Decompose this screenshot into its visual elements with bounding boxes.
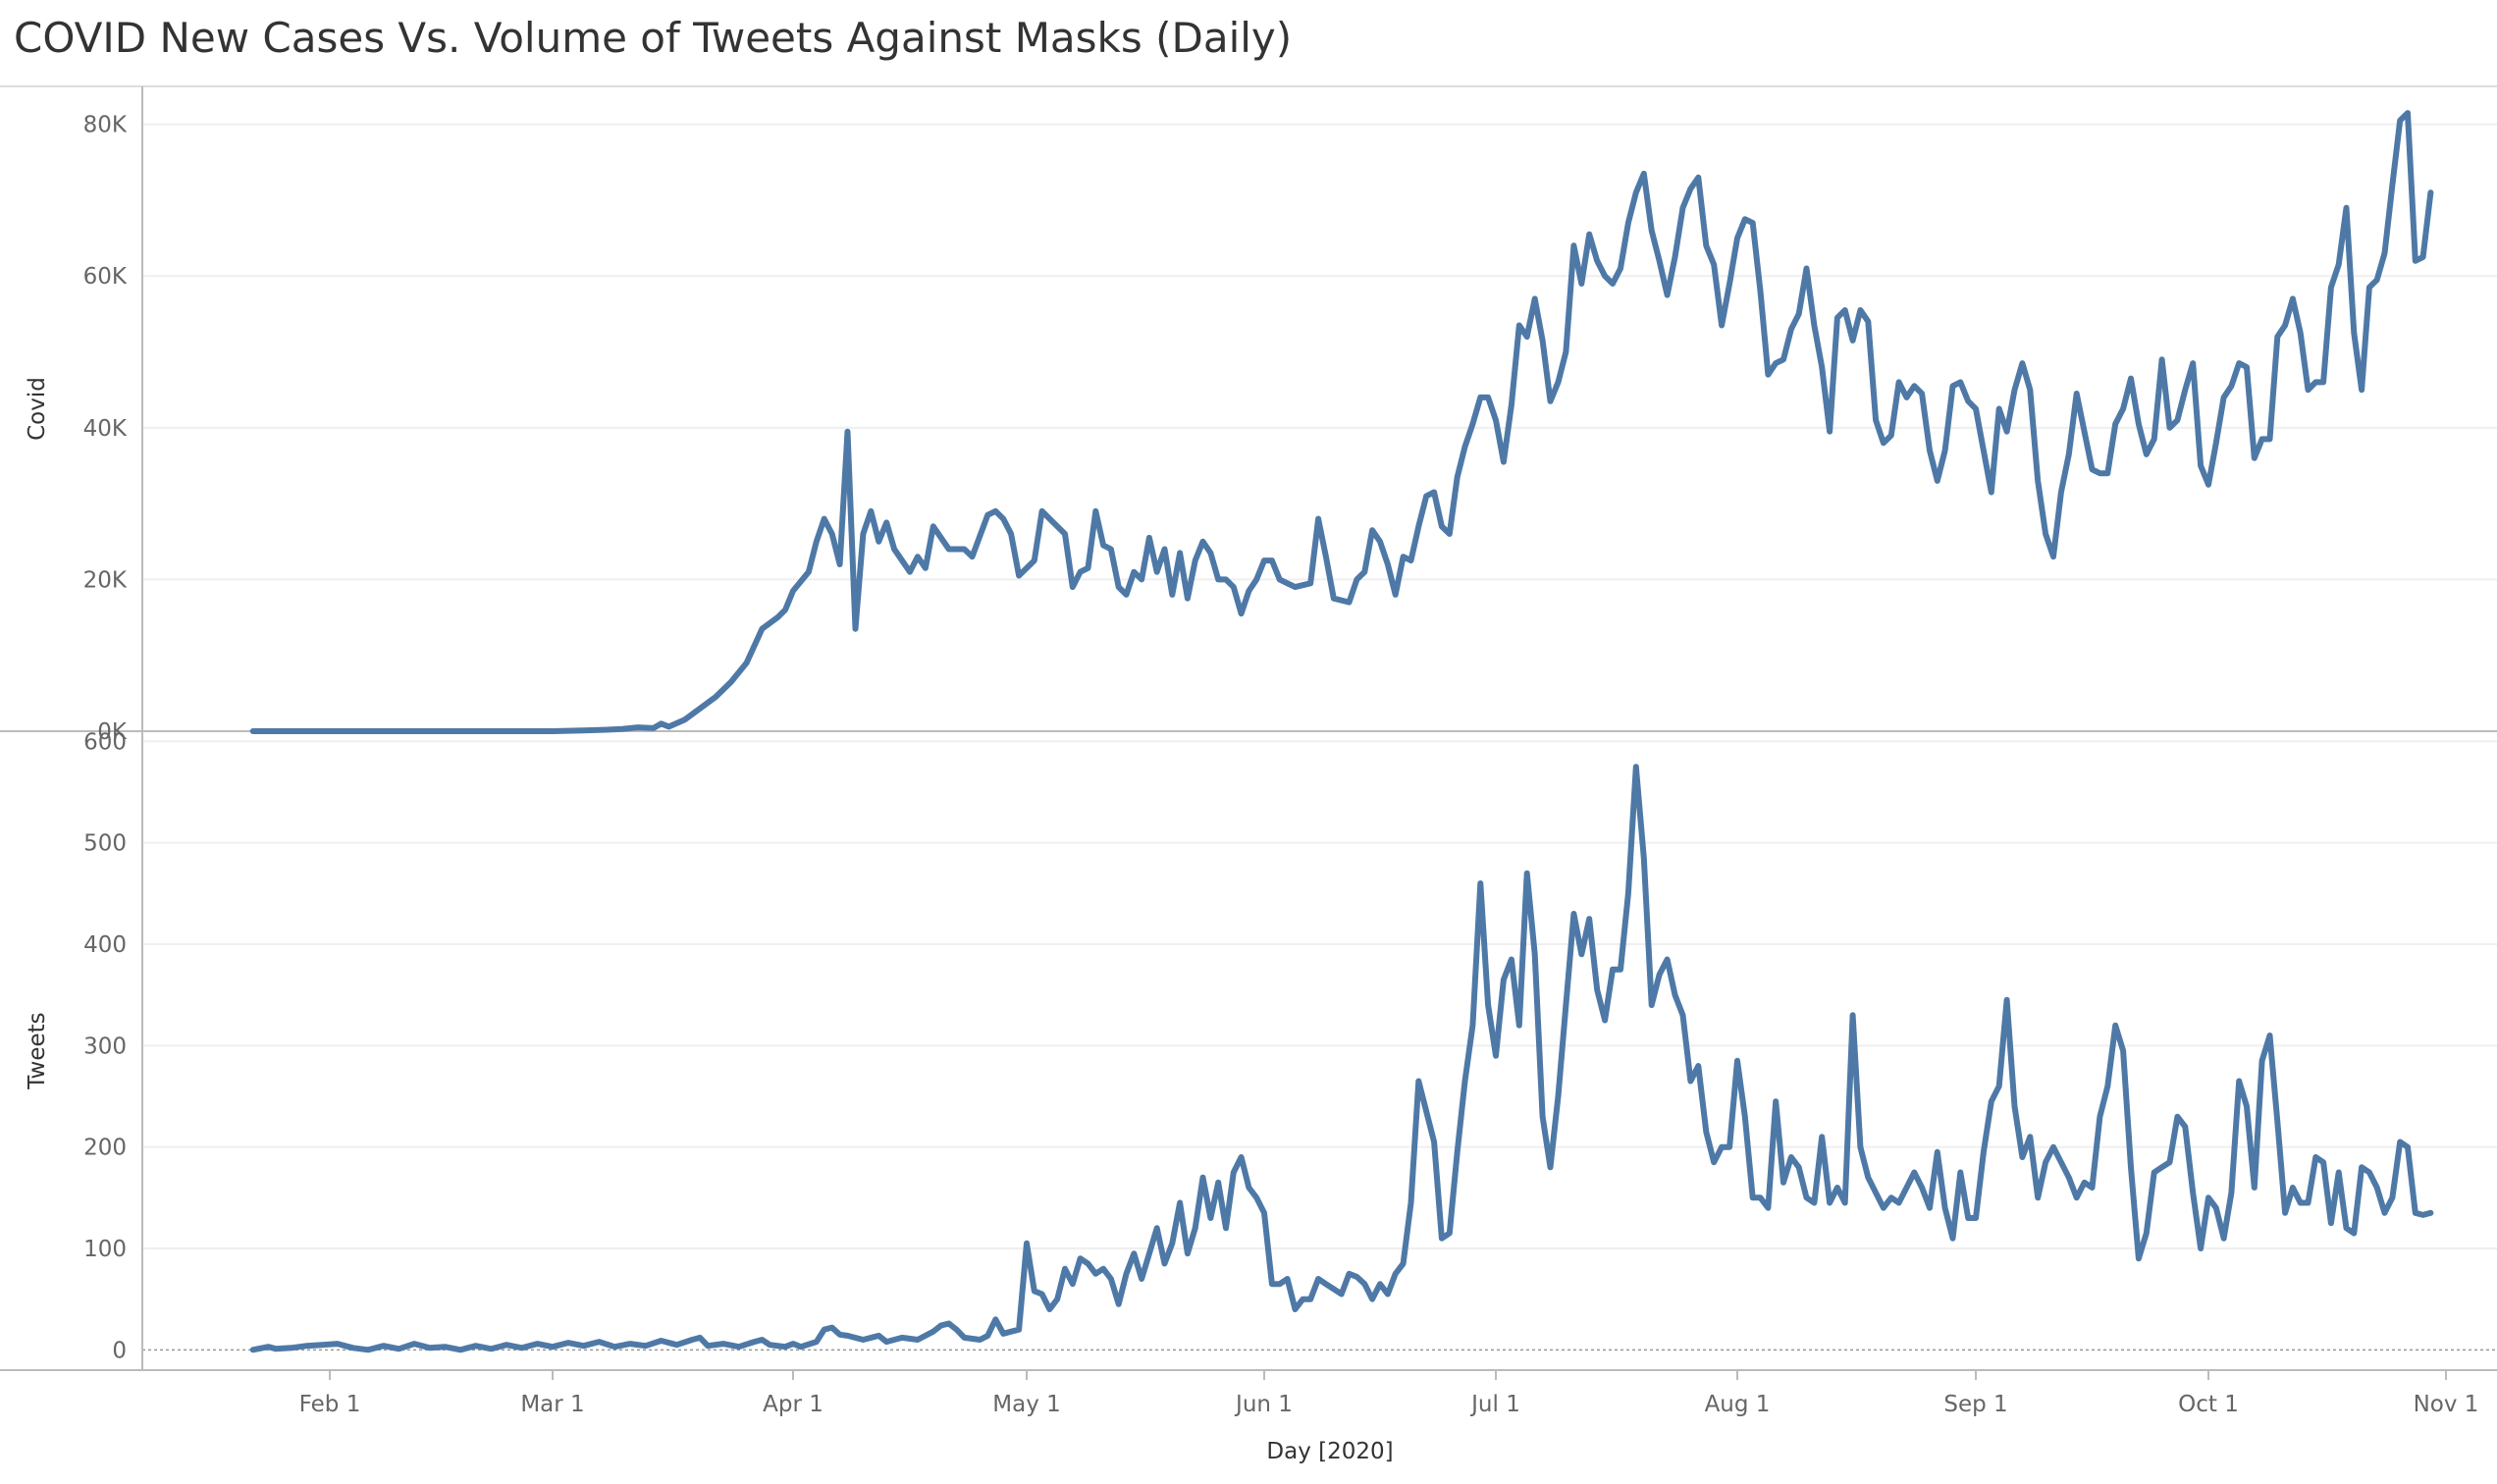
y-tick-label-1-6: 600 xyxy=(83,729,127,755)
y-tick-label-1-5: 500 xyxy=(83,831,127,857)
series-line-1-0 xyxy=(249,764,2434,1353)
y-axis-title-1: Tweets xyxy=(25,1012,50,1089)
x-tick-label-8: Oct 1 xyxy=(2178,1392,2239,1417)
y-tick-label-0-3: 60K xyxy=(83,264,128,290)
series-line-0-0 xyxy=(249,110,2434,734)
y-tick-label-1-4: 400 xyxy=(83,932,127,958)
line-layer xyxy=(249,110,2434,1353)
chart-title: COVID New Cases Vs. Volume of Tweets Aga… xyxy=(14,14,1293,62)
y-tick-label-1-3: 300 xyxy=(83,1034,127,1059)
label-layer: 0K 20K 40K 60K 80K Covid 0 100 200 300 400 500 600 Tw… xyxy=(25,113,2478,1464)
x-axis-title: Day [2020] xyxy=(1266,1439,1393,1464)
x-tick-label-9: Nov 1 xyxy=(2414,1392,2479,1417)
y-tick-label-0-1: 20K xyxy=(83,567,128,593)
x-tick-label-3: May 1 xyxy=(992,1392,1061,1417)
x-tick-label-0: Feb 1 xyxy=(299,1392,361,1417)
x-tick-label-1: Mar 1 xyxy=(520,1392,584,1417)
y-tick-label-0-0: 0K xyxy=(97,719,128,745)
x-tick-label-5: Jul 1 xyxy=(1469,1392,1520,1417)
y-tick-label-1-2: 200 xyxy=(83,1136,127,1161)
y-axis-title-0: Covid xyxy=(25,377,50,441)
x-tick-label-2: Apr 1 xyxy=(763,1392,823,1417)
y-tick-label-0-2: 40K xyxy=(83,416,128,442)
grid-layer xyxy=(142,123,2497,1352)
y-tick-label-1-0: 0 xyxy=(112,1338,127,1363)
x-tick-label-6: Aug 1 xyxy=(1705,1392,1771,1417)
y-tick-label-1-1: 100 xyxy=(83,1237,127,1262)
x-tick-label-7: Sep 1 xyxy=(1943,1392,2007,1417)
x-tick-label-4: Jun 1 xyxy=(1234,1392,1293,1417)
y-tick-label-0-4: 80K xyxy=(83,113,128,138)
